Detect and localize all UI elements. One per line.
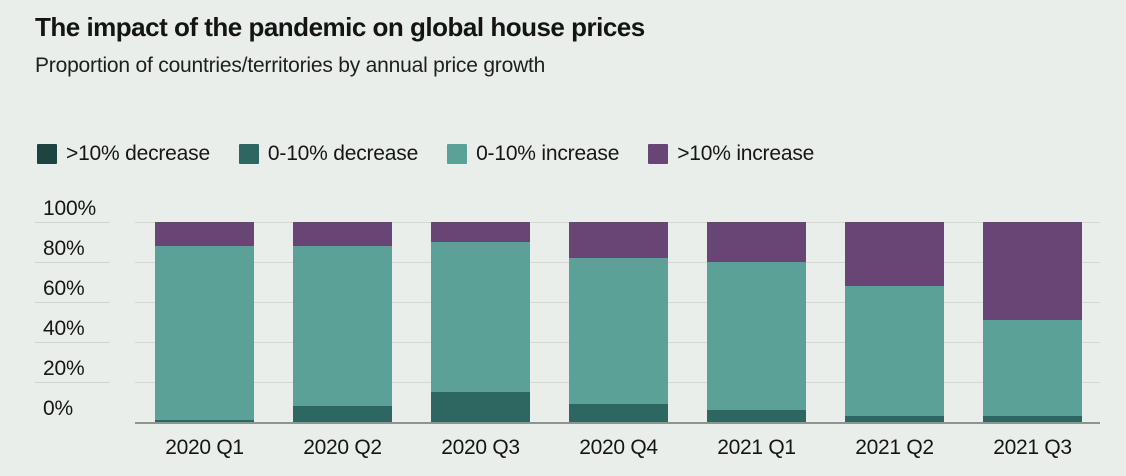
legend-label: 0-10% increase xyxy=(476,142,620,165)
bar-segment xyxy=(845,416,944,422)
bar-segment xyxy=(293,406,392,422)
x-tick-label: 2020 Q1 xyxy=(165,436,244,459)
x-tick-label: 2021 Q3 xyxy=(993,436,1072,459)
bar-segment xyxy=(845,286,944,416)
bar-2020-q2 xyxy=(293,222,392,422)
legend-label: 0-10% decrease xyxy=(267,142,419,165)
legend-item-1: >10% decrease xyxy=(37,142,210,166)
chart-title: The impact of the pandemic on global hou… xyxy=(35,12,645,42)
gridline-stub xyxy=(35,222,110,223)
bar-segment xyxy=(983,320,1082,416)
legend-swatch-icon xyxy=(648,144,669,164)
bar-segment xyxy=(155,222,254,246)
bar-2020-q3 xyxy=(431,222,530,422)
bar-segment xyxy=(569,222,668,258)
bar-segment xyxy=(707,222,806,262)
bar-segment xyxy=(983,222,1082,320)
legend-item-2: 0-10% decrease xyxy=(238,142,419,166)
y-tick-label: 60% xyxy=(43,277,85,300)
x-tick-label: 2021 Q2 xyxy=(855,436,934,459)
y-tick-label: 80% xyxy=(43,237,85,260)
bar-2020-q4 xyxy=(569,222,668,422)
bar-segment xyxy=(983,416,1082,422)
legend-swatch-icon xyxy=(447,144,468,164)
legend-item-3: 0-10% increase xyxy=(447,142,619,166)
x-tick-label: 2021 Q1 xyxy=(717,436,796,459)
legend-swatch-icon xyxy=(37,144,57,164)
y-tick-label: 20% xyxy=(43,357,85,380)
bar-segment xyxy=(569,404,668,422)
y-tick-label: 100% xyxy=(43,197,96,220)
bar-segment xyxy=(293,246,392,406)
y-tick-label: 40% xyxy=(43,317,85,340)
legend-item-4: >10% increase xyxy=(648,142,814,166)
gridline-stub xyxy=(35,302,110,303)
x-tick-label: 2020 Q4 xyxy=(579,436,658,459)
x-tick-label: 2020 Q3 xyxy=(441,436,520,459)
bar-segment xyxy=(707,410,806,422)
bar-segment xyxy=(431,392,530,422)
legend-swatch-icon xyxy=(238,144,259,164)
chart-subtitle: Proportion of countries/territories by a… xyxy=(35,54,546,77)
bar-2021-q2 xyxy=(845,222,944,422)
x-tick-label: 2020 Q2 xyxy=(303,436,382,459)
gridline-stub xyxy=(35,262,110,263)
legend-label: >10% decrease xyxy=(66,142,210,165)
bar-2020-q1 xyxy=(155,222,254,422)
y-tick-label: 0% xyxy=(43,397,73,420)
bar-segment xyxy=(155,246,254,420)
bar-segment xyxy=(155,420,254,422)
bar-segment xyxy=(431,222,530,242)
gridline-stub xyxy=(35,382,110,383)
x-axis-line xyxy=(135,422,1100,424)
bar-segment xyxy=(707,262,806,410)
bar-segment xyxy=(569,258,668,404)
legend-label: >10% increase xyxy=(677,142,815,165)
plot-area: 100% 80% 60% 40% 20% 0% 2020 Q1 2020 Q2 2020 Q3 2… xyxy=(35,198,1100,459)
bar-2021-q1 xyxy=(707,222,806,422)
bar-segment xyxy=(845,222,944,286)
bar-segment xyxy=(293,222,392,246)
bar-2021-q3 xyxy=(983,222,1082,422)
bar-segment xyxy=(431,242,530,392)
legend: >10% decrease 0-10% decrease 0-10% increas… xyxy=(37,142,814,166)
gridline-stub xyxy=(35,342,110,343)
